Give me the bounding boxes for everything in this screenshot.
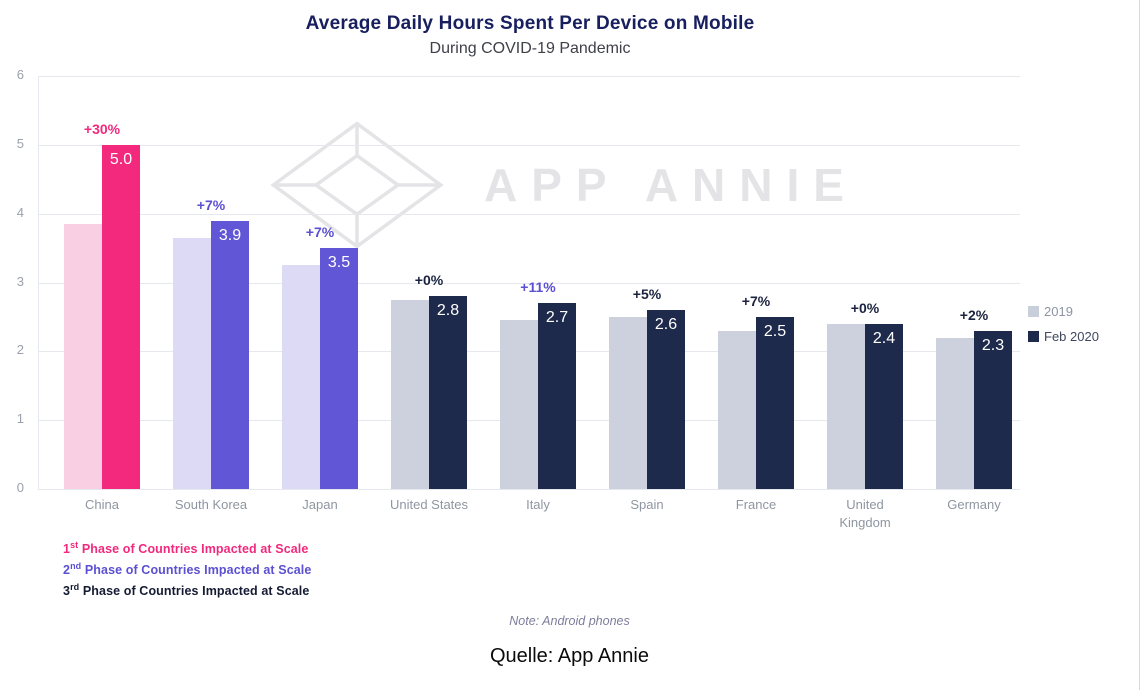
pct-label-united-states: +0% xyxy=(414,272,444,289)
series-legend: 2019 Feb 2020 xyxy=(1028,304,1099,354)
legend-label-2019: 2019 xyxy=(1044,304,1073,319)
x-tick-label-china: China xyxy=(85,497,119,512)
bar-feb-2020-japan: 3.5 xyxy=(320,248,358,489)
bar-feb-2020-italy: 2.7 xyxy=(538,303,576,489)
source-credit: Quelle: App Annie xyxy=(489,645,649,667)
bar-value-japan: 3.5 xyxy=(327,254,351,272)
legend-label-feb-2020: Feb 2020 xyxy=(1044,329,1099,344)
bar-2019-united-states xyxy=(391,299,429,489)
x-tick-label-germany: Germany xyxy=(947,497,1001,512)
bar-2019-spain xyxy=(609,316,647,489)
phase-1-text: Phase of Countries Impacted at Scale xyxy=(78,542,309,557)
x-tick-label-united-states: United States xyxy=(389,497,469,512)
x-tick-label-united-kingdom: United Kingdom xyxy=(839,497,891,530)
legend-swatch-2019 xyxy=(1028,306,1039,317)
phase-2-ordinal: 2 xyxy=(63,563,71,578)
bar-2019-italy xyxy=(500,320,538,489)
pct-label-italy: +11% xyxy=(520,279,556,296)
x-tick-label-spain: Spain xyxy=(630,497,664,512)
phase-legend-item-2: 2nd Phase of Countries Impacted at Scale xyxy=(63,558,311,579)
bar-feb-2020-south-korea: 3.9 xyxy=(211,220,249,489)
y-tick-label-1: 1 xyxy=(16,411,24,427)
phase-legend-item-3: 3rd Phase of Countries Impacted at Scale xyxy=(63,579,311,600)
pct-label-japan: +7% xyxy=(305,224,335,241)
pct-label-united-kingdom: +0% xyxy=(850,299,880,316)
gridline-5 xyxy=(38,144,1020,146)
bar-value-spain: 2.6 xyxy=(654,316,678,334)
x-tick-label-japan: Japan xyxy=(302,497,338,512)
bar-feb-2020-united-kingdom: 2.4 xyxy=(865,323,903,489)
bar-2019-united-kingdom xyxy=(827,323,865,489)
bar-2019-china xyxy=(64,224,102,489)
bar-feb-2020-china: 5.0 xyxy=(102,144,140,489)
bar-value-italy: 2.7 xyxy=(545,309,569,327)
bar-value-germany: 2.3 xyxy=(981,336,1005,354)
bar-2019-japan xyxy=(282,265,320,489)
bar-2019-france xyxy=(718,330,756,489)
pct-label-france: +7% xyxy=(741,292,771,309)
x-tick-label-south-korea: South Korea xyxy=(174,497,248,512)
bar-value-united-kingdom: 2.4 xyxy=(872,329,896,347)
phase-legend-item-1: 1st Phase of Countries Impacted at Scale xyxy=(63,537,311,558)
bar-2019-germany xyxy=(936,337,974,489)
phase-legend: 1st Phase of Countries Impacted at Scale… xyxy=(63,537,311,600)
pct-label-china: +30% xyxy=(83,120,121,137)
bar-feb-2020-germany: 2.3 xyxy=(974,330,1012,489)
bar-value-united-states: 2.8 xyxy=(436,302,460,320)
x-tick-label-italy: Italy xyxy=(526,497,550,512)
bar-2019-south-korea xyxy=(173,237,211,489)
phase-3-ordinal: 3 xyxy=(63,584,71,599)
legend-swatch-feb-2020 xyxy=(1028,331,1039,342)
y-tick-label-3: 3 xyxy=(16,273,24,289)
bar-value-china: 5.0 xyxy=(109,150,133,168)
y-axis-line xyxy=(38,76,39,489)
bar-value-france: 2.5 xyxy=(763,322,787,340)
plot-area: 5.0 +30% 3.9 +7% 3.5 +7% 2.8 +0% 2.7 +11% 2.6 +5% 2.… xyxy=(38,76,1020,490)
gridline-3 xyxy=(38,282,1020,284)
phase-2-text: Phase of Countries Impacted at Scale xyxy=(81,563,312,578)
gridline-4 xyxy=(38,213,1020,215)
y-tick-label-2: 2 xyxy=(16,342,24,358)
phase-1-ordinal: 1 xyxy=(63,542,71,557)
phase-3-text: Phase of Countries Impacted at Scale xyxy=(79,584,310,599)
y-tick-label-5: 5 xyxy=(16,135,24,151)
phase-1-ordinal-suffix: st xyxy=(70,540,79,550)
bar-feb-2020-spain: 2.6 xyxy=(647,310,685,489)
legend-item-feb-2020: Feb 2020 xyxy=(1028,329,1099,344)
gridline-0 xyxy=(38,489,1020,490)
bar-feb-2020-united-states: 2.8 xyxy=(429,296,467,489)
pct-label-south-korea: +7% xyxy=(196,196,226,213)
pct-label-spain: +5% xyxy=(632,286,662,303)
chart-subtitle: During COVID-19 Pandemic xyxy=(429,40,631,57)
legend-item-2019: 2019 xyxy=(1028,304,1099,319)
y-tick-label-0: 0 xyxy=(16,480,24,495)
y-axis-labels: 0 1 2 3 4 5 6 xyxy=(0,67,30,495)
phase-2-ordinal-suffix: nd xyxy=(70,561,82,572)
bar-value-south-korea: 3.9 xyxy=(218,226,242,244)
phase-3-ordinal-suffix: rd xyxy=(70,582,80,593)
x-tick-label-france: France xyxy=(735,497,777,512)
x-axis-labels: China South Korea Japan United States Italy S… xyxy=(38,496,1020,536)
gridline-6 xyxy=(38,76,1020,77)
bars-layer: 5.0 +30% 3.9 +7% 3.5 +7% 2.8 +0% 2.7 +11% 2.6 +5% 2.… xyxy=(38,76,1020,489)
y-tick-label-4: 4 xyxy=(16,204,24,220)
footnote: Note: Android phones xyxy=(509,614,630,628)
bar-feb-2020-france: 2.5 xyxy=(756,316,794,489)
pct-label-germany: +2% xyxy=(959,306,989,323)
y-tick-label-6: 6 xyxy=(16,67,24,82)
chart-title: Average Daily Hours Spent Per Device on … xyxy=(305,13,755,34)
